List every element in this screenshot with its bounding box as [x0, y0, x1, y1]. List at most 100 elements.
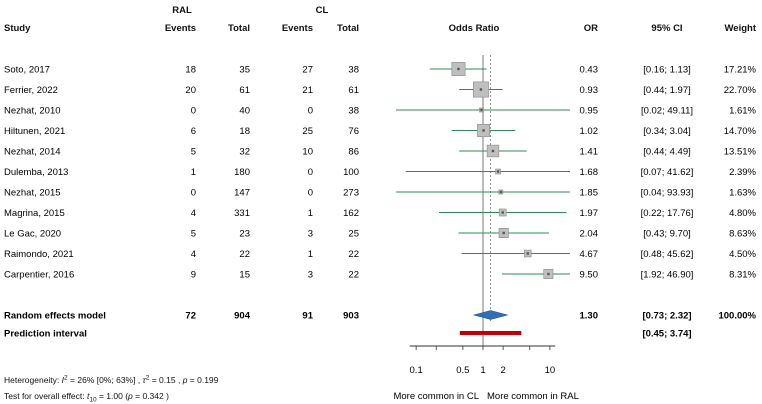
events2-value: 3 [308, 270, 313, 281]
events2-value: 25 [302, 126, 313, 137]
weight-value: 17.21% [724, 65, 757, 76]
total2-value: 22 [348, 249, 359, 260]
study-label: Raimondo, 2021 [4, 249, 74, 260]
events1-value: 5 [191, 147, 196, 158]
point-estimate [526, 252, 529, 255]
or-value: 9.50 [580, 270, 599, 281]
total2-value: 273 [343, 188, 359, 199]
column-headers: RAL CL Study Events Total Events Total O… [4, 5, 757, 34]
or-value: 1.02 [580, 126, 599, 137]
total2-value: 162 [343, 208, 359, 219]
total1-header: Total [228, 23, 250, 34]
pooled-total1-value: 904 [234, 311, 251, 322]
events1-value: 6 [191, 126, 196, 137]
pooled-weight-value: 100.00% [718, 311, 756, 322]
total1-value: 331 [234, 208, 250, 219]
prediction-ci-value: [0.45; 3.74] [642, 329, 691, 340]
events2-value: 1 [308, 208, 313, 219]
events1-value: 4 [191, 208, 196, 219]
ci-value: [0.48; 45.62] [641, 249, 694, 260]
study-label: Soto, 2017 [4, 65, 50, 76]
weight-value: 8.31% [729, 270, 756, 281]
study-header: Study [4, 23, 31, 34]
effect-header: Odds Ratio [449, 23, 500, 34]
overall-effect-text: Test for overall effect: t10 = 1.00 (p =… [4, 391, 169, 404]
prediction-label: Prediction interval [4, 329, 87, 340]
ci-value: [0.02; 49.11] [641, 106, 693, 117]
ci-header: 95% CI [651, 23, 682, 34]
ci-value: [0.22; 17.76] [641, 208, 694, 219]
point-estimate [479, 88, 483, 91]
study-label: Hiltunen, 2021 [4, 126, 65, 137]
weight-value: 14.70% [724, 126, 757, 137]
weight-value: 22.70% [724, 85, 757, 96]
pooled-total2-value: 903 [343, 311, 359, 322]
axis-label-left: More common in CL [393, 391, 479, 402]
or-value: 0.93 [580, 85, 599, 96]
group2-header: CL [316, 5, 329, 16]
ci-value: [1.92; 46.90] [641, 270, 694, 281]
total1-value: 40 [239, 106, 250, 117]
or-value: 0.43 [580, 65, 599, 76]
weight-value: 1.61% [729, 106, 756, 117]
total1-value: 180 [234, 167, 250, 178]
weight-value: 4.80% [729, 208, 756, 219]
total1-value: 23 [239, 229, 250, 240]
events2-value: 21 [302, 85, 313, 96]
events1-value: 18 [185, 65, 196, 76]
x-axis: 0.1 0.5 1 2 10 More common in CL More common i… [393, 345, 579, 402]
pooled-or-value: 1.30 [580, 311, 599, 322]
events1-value: 20 [185, 85, 196, 96]
study-label: Nezhat, 2015 [4, 188, 61, 199]
total2-value: 61 [348, 85, 359, 96]
axis-label-right: More common in RAL [487, 391, 579, 402]
or-value: 4.67 [580, 249, 599, 260]
events2-value: 0 [308, 106, 313, 117]
events1-header: Events [165, 23, 196, 34]
events2-value: 1 [308, 249, 313, 260]
or-header: OR [584, 23, 598, 34]
study-rows: Soto, 2017 18 35 27 38 0.43 [0.16; 1.13] 17.21%… [4, 65, 757, 340]
tick-label: 10 [545, 365, 556, 376]
total2-value: 25 [348, 229, 359, 240]
total1-value: 35 [239, 65, 250, 76]
events1-value: 5 [191, 229, 196, 240]
study-label: Nezhat, 2014 [4, 147, 61, 158]
events2-value: 27 [302, 65, 313, 76]
total2-value: 100 [343, 167, 359, 178]
weight-value: 1.63% [729, 188, 756, 199]
events2-value: 0 [308, 167, 313, 178]
tick-label: 1 [480, 365, 485, 376]
point-estimate [499, 190, 503, 194]
weight-value: 2.39% [729, 167, 756, 178]
or-value: 0.95 [580, 106, 599, 117]
point-estimate [482, 129, 485, 132]
ci-value: [0.04; 93.93] [641, 188, 694, 199]
weight-value: 4.50% [729, 249, 756, 260]
total2-value: 22 [348, 270, 359, 281]
ci-value: [0.34; 3.04] [643, 126, 691, 137]
total2-value: 76 [348, 126, 359, 137]
pooled-events2-value: 91 [302, 311, 313, 322]
or-value: 2.04 [580, 229, 599, 240]
total2-header: Total [337, 23, 359, 34]
total1-value: 147 [234, 188, 250, 199]
or-value: 1.41 [580, 147, 599, 158]
total2-value: 86 [348, 147, 359, 158]
prediction-bar [459, 331, 522, 335]
point-estimate [480, 108, 483, 112]
study-label: Nezhat, 2010 [4, 106, 61, 117]
total1-value: 32 [239, 147, 250, 158]
weight-value: 13.51% [724, 147, 757, 158]
tick-label: 0.1 [410, 365, 423, 376]
or-value: 1.97 [580, 208, 599, 219]
pooled-events1-value: 72 [185, 311, 196, 322]
study-label: Dulemba, 2013 [4, 167, 68, 178]
weight-value: 8.63% [729, 229, 756, 240]
pooled-label: Random effects model [4, 311, 106, 322]
or-value: 1.85 [580, 188, 599, 199]
ci-value: [0.44; 1.97] [643, 85, 691, 96]
events2-header: Events [282, 23, 313, 34]
heterogeneity-text: Heterogeneity: I2 = 26% [0%; 63%] , τ2 =… [4, 375, 219, 386]
